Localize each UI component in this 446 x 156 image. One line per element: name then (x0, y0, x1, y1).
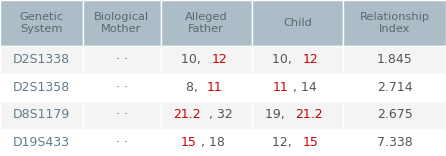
Text: 12: 12 (211, 53, 227, 66)
Bar (83, 101, 161, 129)
Text: Alleged
Father: Alleged Father (185, 12, 227, 34)
Bar (0, 46, 83, 73)
Text: Relationship
Index: Relationship Index (359, 12, 430, 34)
Text: 8,: 8, (186, 81, 202, 94)
Bar (83, 129, 161, 156)
Text: Biological
Mother: Biological Mother (94, 12, 149, 34)
Bar (343, 101, 446, 129)
Text: , 32: , 32 (209, 108, 232, 121)
Bar (343, 73, 446, 101)
Bar (161, 129, 252, 156)
Text: D8S1179: D8S1179 (12, 108, 70, 121)
Bar (83, 46, 161, 73)
Text: · ·: · · (116, 136, 128, 149)
Text: 2.675: 2.675 (377, 108, 413, 121)
Text: , 14: , 14 (293, 81, 316, 94)
Bar (83, 73, 161, 101)
Text: 12: 12 (303, 53, 319, 66)
Bar (252, 73, 343, 101)
Text: 7.338: 7.338 (377, 136, 413, 149)
Bar (0, 73, 83, 101)
Text: , 18: , 18 (201, 136, 225, 149)
Text: 11: 11 (206, 81, 222, 94)
Bar (0, 101, 83, 129)
Bar (161, 46, 252, 73)
Text: Genetic
System: Genetic System (19, 12, 63, 34)
Bar (343, 0, 446, 46)
Text: 21.2: 21.2 (295, 108, 323, 121)
Text: 10,: 10, (272, 53, 296, 66)
Text: 15: 15 (303, 136, 318, 149)
Text: · ·: · · (116, 53, 128, 66)
Text: Child: Child (283, 18, 312, 28)
Bar (343, 129, 446, 156)
Text: 1.845: 1.845 (377, 53, 413, 66)
Text: 11: 11 (272, 81, 288, 94)
Text: 10,: 10, (181, 53, 205, 66)
Text: 12,: 12, (272, 136, 296, 149)
Bar (252, 129, 343, 156)
Text: 19,: 19, (264, 108, 288, 121)
Bar (0, 129, 83, 156)
Text: 2.714: 2.714 (377, 81, 413, 94)
Bar (343, 46, 446, 73)
Text: D2S1358: D2S1358 (12, 81, 70, 94)
Bar (252, 46, 343, 73)
Text: · ·: · · (116, 108, 128, 121)
Text: D2S1338: D2S1338 (12, 53, 70, 66)
Bar (161, 101, 252, 129)
Bar (0, 0, 83, 46)
Bar (252, 101, 343, 129)
Text: 21.2: 21.2 (173, 108, 201, 121)
Text: · ·: · · (116, 81, 128, 94)
Text: 15: 15 (181, 136, 197, 149)
Bar (161, 73, 252, 101)
Bar (161, 0, 252, 46)
Bar (252, 0, 343, 46)
Bar (83, 0, 161, 46)
Text: D19S433: D19S433 (13, 136, 70, 149)
